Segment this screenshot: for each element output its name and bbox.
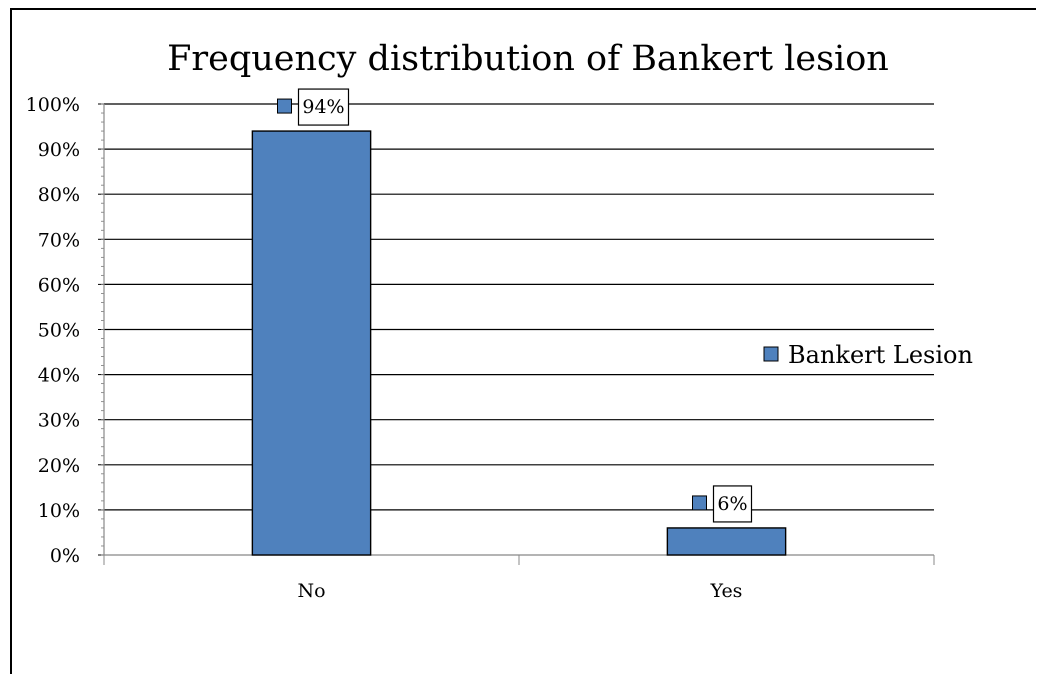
bar: [666, 527, 787, 556]
bar: [251, 130, 372, 556]
y-tick-label: 0%: [50, 545, 80, 567]
y-tick-label: 10%: [38, 500, 80, 522]
data-label-box: [712, 485, 753, 523]
axes: [98, 103, 935, 565]
legend-label: Bankert Lesion: [788, 341, 973, 369]
x-axis-tick-labels: No Yes: [297, 580, 742, 602]
data-label-box: [297, 88, 350, 126]
y-axis-tick-labels: 0% 10% 20% 30% 40% 50% 60% 70% 80% 90% 100%: [26, 94, 80, 567]
y-tick-label: 90%: [38, 139, 80, 161]
legend: Bankert Lesion: [763, 341, 973, 369]
y-tick-label: 20%: [38, 455, 80, 477]
legend-swatch: [763, 346, 779, 362]
x-category-label: Yes: [710, 580, 743, 602]
x-category-label: No: [297, 580, 325, 602]
chart-frame: [10, 8, 1036, 674]
y-tick-label: 70%: [38, 229, 80, 251]
y-tick-label: 60%: [38, 274, 80, 296]
y-tick-label: 40%: [38, 365, 80, 387]
y-tick-label: 30%: [38, 410, 80, 432]
y-tick-label: 50%: [38, 320, 80, 342]
bars: [251, 130, 787, 556]
data-label-key: [692, 495, 707, 511]
gridlines: [104, 103, 934, 511]
data-label: 94%: [302, 96, 344, 118]
data-label-key: [277, 98, 292, 114]
y-tick-label: 100%: [26, 94, 80, 116]
chart-title: Frequency distribution of Bankert lesion: [167, 39, 889, 79]
data-label: 6%: [717, 493, 747, 515]
y-tick-label: 80%: [38, 184, 80, 206]
data-labels: 94% 6%: [277, 88, 753, 523]
